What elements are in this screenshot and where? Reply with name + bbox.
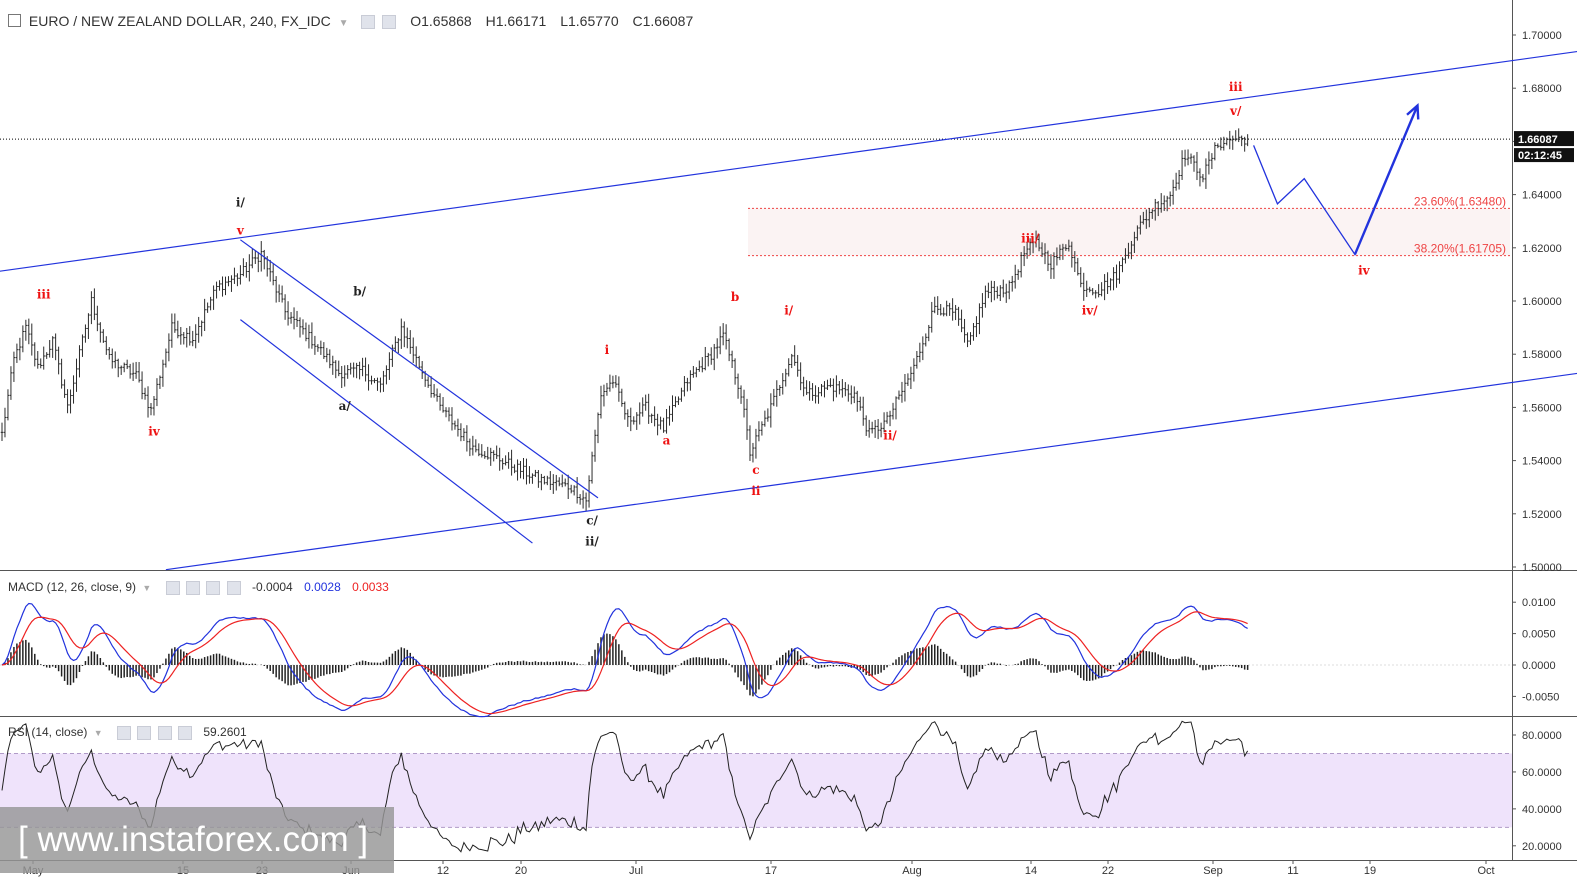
wave-label: b/ <box>353 285 366 299</box>
time-tick-label: Jul <box>629 865 643 877</box>
macd-signal-line <box>1 611 1248 715</box>
countdown-tag <box>1514 148 1574 163</box>
channel-line <box>165 372 1577 571</box>
wave-label: i/ <box>236 196 246 210</box>
last-price-tag-label: 1.66087 <box>1518 134 1558 146</box>
remove-icon[interactable] <box>206 580 221 595</box>
price-tick-label: 1.52000 <box>1522 509 1562 521</box>
rsi-header: RSI (14, close) ▼ 59.2601 <box>8 725 247 740</box>
rsi-tick-label: 60.0000 <box>1522 767 1562 779</box>
dropdown-icon[interactable]: ▼ <box>142 583 152 593</box>
wave-label: b <box>731 290 739 304</box>
symbol-header: EURO / NEW ZEALAND DOLLAR, 240, FX_IDC ▼… <box>8 13 694 30</box>
macd-header: MACD (12, 26, close, 9) ▼ -0.0004 0.0028… <box>8 580 389 595</box>
macd-tick-label: 0.0000 <box>1522 660 1556 672</box>
rsi-tick-label: 20.0000 <box>1522 841 1562 853</box>
fib-level-label: 23.60%(1.63480) <box>1414 194 1506 208</box>
wave-label: iv <box>148 424 161 438</box>
time-tick-label: 20 <box>515 865 527 877</box>
time-tick-label: Aug <box>902 865 922 877</box>
countdown-tag-label: 02:12:45 <box>1518 150 1562 162</box>
wave-label: v/ <box>1229 104 1242 118</box>
wave-label: c <box>752 463 759 477</box>
settings-icon[interactable] <box>165 580 180 595</box>
wave-label: i/ <box>784 303 794 317</box>
fib-zone <box>748 208 1510 256</box>
price-tick-label: 1.60000 <box>1522 296 1562 308</box>
price-tick-label: 1.58000 <box>1522 349 1562 361</box>
wave-label: iii <box>37 287 51 301</box>
open-value: O1.65868 <box>410 13 472 29</box>
last-price-tag <box>1514 131 1574 147</box>
wave-label: a/ <box>339 399 352 413</box>
watermark: [ www.instaforex.com ] <box>0 807 394 873</box>
macd-line-value: 0.0028 <box>304 580 341 594</box>
time-tick-label: 22 <box>1102 865 1114 877</box>
macd-tick-label: -0.0050 <box>1522 691 1559 703</box>
dropdown-icon[interactable]: ▼ <box>93 728 103 738</box>
macd-title: MACD (12, 26, close, 9) <box>8 580 137 594</box>
price-tick-label: 1.62000 <box>1522 243 1562 255</box>
fib-level-label: 38.20%(1.61705) <box>1414 242 1506 256</box>
hide-icon[interactable] <box>186 580 200 595</box>
price-tick-label: 1.64000 <box>1522 190 1562 202</box>
wave-label: ii/ <box>585 535 599 549</box>
low-value: L1.65770 <box>560 13 619 29</box>
rsi-tick-label: 80.0000 <box>1522 730 1562 742</box>
rsi-title: RSI (14, close) <box>8 725 88 739</box>
projection-arrow-head <box>1406 102 1420 120</box>
hide-icon[interactable] <box>137 725 152 740</box>
time-tick-label: Sep <box>1203 865 1223 877</box>
wave-label: iii/ <box>1021 231 1040 245</box>
price-tick-label: 1.68000 <box>1522 83 1562 95</box>
list-icon[interactable] <box>8 14 21 27</box>
price-tick-label: 1.56000 <box>1522 402 1562 414</box>
settings-icon[interactable] <box>361 15 376 30</box>
wave-label: a <box>663 434 671 448</box>
wave-label: ii <box>751 484 761 498</box>
macd-tick-label: 0.0100 <box>1522 597 1556 609</box>
wave-label: c/ <box>586 513 598 527</box>
time-tick-label: 17 <box>765 865 777 877</box>
price-tick-label: 1.50000 <box>1522 562 1562 574</box>
time-tick-label: 12 <box>437 865 449 877</box>
channel-line <box>240 319 533 544</box>
rsi-value: 59.2601 <box>203 725 247 739</box>
hide-icon[interactable] <box>382 15 397 30</box>
remove-icon[interactable] <box>157 725 172 740</box>
time-tick-label: 19 <box>1364 865 1376 877</box>
symbol-title: EURO / NEW ZEALAND DOLLAR, 240, FX_IDC <box>28 13 331 29</box>
close-value: C1.66087 <box>632 13 694 29</box>
wave-label: i <box>605 343 610 357</box>
time-tick-label: 14 <box>1025 865 1037 877</box>
channel-line <box>240 239 599 499</box>
macd-signal-value: 0.0033 <box>352 580 389 594</box>
time-tick-label: Oct <box>1477 865 1494 877</box>
dropdown-icon[interactable]: ▼ <box>338 18 349 29</box>
channel-line <box>0 50 1577 272</box>
projection-arrow-shaft <box>1353 105 1419 255</box>
settings-icon[interactable] <box>116 725 131 740</box>
more-icon[interactable] <box>178 725 192 740</box>
rsi-tick-label: 40.0000 <box>1522 804 1562 816</box>
high-value: H1.66171 <box>485 13 547 29</box>
macd-tick-label: 0.0050 <box>1522 629 1556 641</box>
more-icon[interactable] <box>226 580 241 595</box>
macd-line <box>1 602 1248 718</box>
wave-label: ii/ <box>883 428 897 442</box>
time-tick-label: 11 <box>1287 865 1298 877</box>
rsi-line <box>1 720 1249 853</box>
macd-histogram-value: -0.0004 <box>252 580 293 594</box>
wave-label: iv/ <box>1082 303 1099 317</box>
wave-label: iv <box>1358 263 1371 277</box>
wave-label: iii <box>1229 80 1243 94</box>
wave-label: v <box>236 224 245 238</box>
price-tick-label: 1.54000 <box>1522 456 1562 468</box>
price-tick-label: 1.70000 <box>1522 30 1562 42</box>
